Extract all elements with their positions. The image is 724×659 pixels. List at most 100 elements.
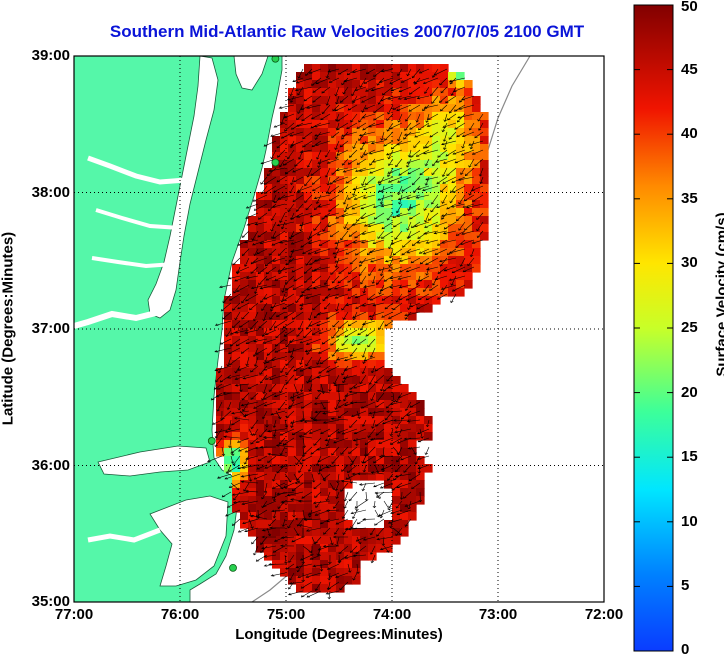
- delaware-bay: [233, 56, 269, 91]
- velocity-vector: [351, 203, 367, 210]
- velocity-cell: [336, 368, 345, 377]
- velocity-vector: [308, 68, 322, 74]
- velocity-cell: [400, 304, 409, 313]
- velocity-vector: [451, 266, 466, 274]
- velocity-vector: [362, 536, 376, 541]
- velocity-cell: [296, 128, 305, 137]
- velocity-vector: [302, 437, 307, 449]
- velocity-cell: [296, 80, 305, 89]
- velocity-vector: [414, 455, 421, 465]
- velocity-cell: [392, 224, 401, 233]
- velocity-cell: [256, 352, 265, 361]
- velocity-vector: [298, 524, 313, 529]
- velocity-vector: [297, 185, 313, 192]
- velocity-vector: [270, 302, 286, 309]
- velocity-cell: [368, 232, 377, 241]
- velocity-cell: [480, 200, 489, 209]
- velocity-vector: [347, 320, 358, 327]
- velocity-cell: [304, 552, 313, 561]
- velocity-vector: [460, 239, 475, 245]
- velocity-vector: [318, 329, 331, 334]
- velocity-vector: [344, 527, 358, 531]
- velocity-vector: [296, 392, 313, 399]
- velocity-vector: [440, 104, 448, 112]
- velocity-vector: [344, 392, 358, 397]
- velocity-vector: [388, 500, 394, 509]
- velocity-vector: [378, 455, 394, 458]
- velocity-cell: [248, 240, 257, 249]
- velocity-cell: [232, 448, 241, 457]
- velocity-cell: [272, 512, 281, 521]
- velocity-cell: [320, 448, 329, 457]
- velocity-vector: [425, 176, 439, 181]
- velocity-vector: [398, 293, 412, 301]
- velocity-vector: [252, 347, 259, 357]
- velocity-vector: [350, 518, 358, 529]
- velocity-vector: [288, 401, 304, 408]
- velocity-vector: [262, 383, 268, 394]
- velocity-vector: [455, 239, 466, 249]
- velocity-cell: [336, 456, 345, 465]
- velocity-cell: [304, 288, 313, 297]
- velocity-cell: [304, 128, 313, 137]
- velocity-cell: [296, 344, 305, 353]
- velocity-cell: [392, 152, 401, 161]
- velocity-vector: [396, 482, 412, 488]
- velocity-cell: [376, 72, 385, 81]
- velocity-vector: [367, 122, 385, 128]
- velocity-cell: [336, 272, 345, 281]
- velocity-cell: [264, 512, 273, 521]
- velocity-cell: [280, 216, 289, 225]
- velocity-cell: [320, 152, 329, 161]
- velocity-cell: [360, 376, 369, 385]
- velocity-cell: [248, 256, 257, 265]
- radar-station-marker: [207, 437, 216, 445]
- velocity-cell: [376, 152, 385, 161]
- velocity-cell: [280, 400, 289, 409]
- velocity-cell: [280, 168, 289, 177]
- velocity-vector: [304, 347, 322, 353]
- velocity-cell: [416, 184, 425, 193]
- velocity-vector: [283, 311, 295, 319]
- velocity-cell: [368, 432, 377, 441]
- velocity-vector: [261, 535, 276, 539]
- velocity-vector: [303, 95, 313, 102]
- velocity-cell: [320, 160, 329, 169]
- velocity-cell: [360, 96, 369, 105]
- velocity-vector: [422, 284, 430, 293]
- velocity-vector: [301, 572, 305, 583]
- velocity-vector: [279, 544, 295, 548]
- velocity-cell: [368, 200, 377, 209]
- velocity-vector: [459, 257, 466, 267]
- velocity-vector: [440, 140, 457, 146]
- velocity-vector: [277, 266, 295, 272]
- velocity-vector: [257, 230, 268, 238]
- velocity-vector: [214, 320, 232, 326]
- velocity-vector: [299, 338, 313, 344]
- velocity-cell: [280, 192, 289, 201]
- velocity-cell: [272, 144, 281, 153]
- velocity-vector: [457, 176, 475, 181]
- velocity-vector: [270, 356, 286, 361]
- velocity-vector: [299, 302, 313, 307]
- velocity-vector: [262, 338, 277, 344]
- velocity-cell: [344, 192, 353, 201]
- velocity-cell: [368, 288, 377, 297]
- velocity-cell: [472, 224, 481, 233]
- velocity-cell: [456, 136, 465, 145]
- velocity-vector: [425, 419, 430, 428]
- velocity-vector: [333, 437, 349, 444]
- velocity-cell: [320, 136, 329, 145]
- velocity-cell: [328, 376, 337, 385]
- velocity-cell: [376, 320, 385, 329]
- velocity-cell: [328, 96, 337, 105]
- pamlico-river: [87, 527, 161, 543]
- velocity-cell: [448, 272, 457, 281]
- velocity-cell: [280, 144, 289, 153]
- velocity-cell: [272, 224, 281, 233]
- velocity-cell: [480, 232, 489, 241]
- velocity-cell: [328, 344, 337, 353]
- velocity-vector: [391, 482, 403, 491]
- velocity-cell: [336, 296, 345, 305]
- velocity-cell: [368, 144, 377, 153]
